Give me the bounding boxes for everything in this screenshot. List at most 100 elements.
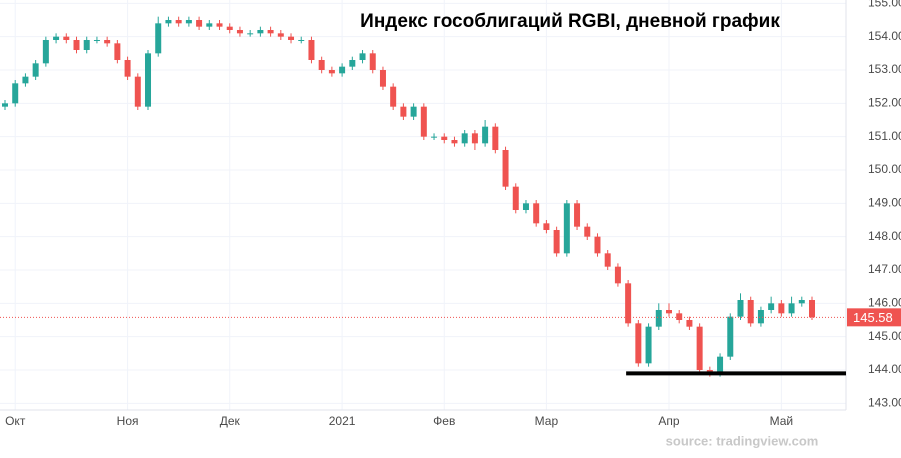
y-tick-label: 146.00 [868,296,901,310]
candle-body [53,36,60,40]
y-tick-label: 154.00 [868,29,901,43]
y-tick-label: 153.00 [868,62,901,76]
candle-body [420,106,427,137]
candle-body [32,63,39,77]
candle-body [145,53,152,107]
candle-body [12,83,19,104]
candle-body [737,300,744,317]
candle-body [247,33,254,35]
candle-body [185,20,192,24]
candle-body [42,40,49,64]
candle-body [124,60,131,77]
candle-body [236,30,243,34]
candle-body [104,40,111,44]
x-tick-label: Дек [220,414,241,428]
candle-body [175,20,182,24]
candle-body [717,356,724,374]
y-tick-label: 148.00 [868,229,901,243]
source: source: tradingview.com [666,433,819,448]
candle-body [441,136,448,140]
x-tick-label: Окт [5,414,26,428]
candle-body [134,76,141,107]
candle-body [410,106,417,117]
candle-body [226,26,233,30]
candle-body [400,106,407,117]
y-tick-label: 150.00 [868,162,901,176]
last-price-label: 145.58 [853,310,893,325]
candle-body [788,303,795,314]
candle-body [63,36,70,40]
candle-body [165,20,172,24]
candle-body [686,320,693,327]
y-tick-label: 151.00 [868,129,901,143]
candle-body [768,303,775,310]
candle-body [798,300,805,304]
y-tick-label: 143.00 [868,396,901,410]
x-tick-label: 2021 [329,414,356,428]
candle-body [339,66,346,74]
candle-body [318,60,325,70]
candle-body [206,23,213,27]
candle-body [288,36,295,40]
candle-body [390,86,397,107]
candle-body [216,23,223,27]
last-price-box [847,308,901,327]
candle-body [543,223,550,230]
candle-body [492,126,499,150]
candle-body [533,203,540,224]
candle-body [584,226,591,237]
candle-body [369,53,376,70]
y-tick-label: 155.00 [868,0,901,10]
candle-body [431,136,438,138]
candle-body [696,326,703,370]
candle-body [574,203,581,227]
x-tick-label: Мар [535,414,559,428]
candle-body [594,236,601,254]
candle-body [676,313,683,320]
candle-body [359,53,366,60]
y-tick-label: 149.00 [868,196,901,210]
candle-body [625,283,632,324]
chart-title: Индекс гособлигаций RGBI, дневной график [360,11,780,32]
candle-body [83,40,90,50]
candle-body [563,203,570,254]
candle-body [757,310,764,324]
x-tick-label: Апр [658,414,680,428]
candle-body [277,33,284,37]
y-tick-label: 145.00 [868,329,901,343]
candle-body [328,70,335,74]
candle-body [604,253,611,267]
candle-body [308,40,315,60]
candle-body [635,323,642,364]
candle-body [93,40,100,41]
y-tick-label: 147.00 [868,262,901,276]
candle-body [379,70,386,87]
candle-body [461,133,468,144]
x-tick-label: Ноя [117,414,139,428]
x-tick-label: Май [770,414,794,428]
candle-body [349,60,356,67]
y-tick-label: 152.00 [868,96,901,110]
candle-body [451,140,458,144]
candle-body [645,326,652,364]
candle-body [267,30,274,34]
candle-body [22,76,29,84]
candle-body [522,203,529,210]
candle-body [114,43,121,60]
y-tick-label: 144.00 [868,362,901,376]
candle-body [482,126,489,144]
candle-body [2,103,8,107]
candle-body [727,316,734,357]
candle-body [512,186,519,210]
candle-body [655,310,662,327]
candle-body [471,133,478,144]
candle-body [747,300,754,324]
candle-body [809,300,815,318]
candle-body [298,40,305,41]
candle-body [665,310,672,314]
candle-body [502,150,509,187]
candle-body [614,266,621,284]
candle-body [196,20,203,27]
candle-body [778,303,785,314]
